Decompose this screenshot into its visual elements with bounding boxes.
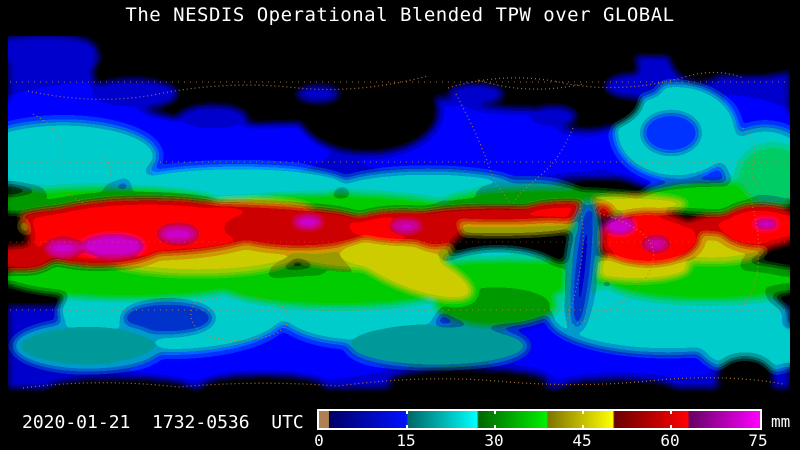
colorbar-tickmark-15-top xyxy=(406,411,408,414)
colorbar-tick-label-75: 75 xyxy=(748,431,768,450)
colorbar-tickmark-15-bottom xyxy=(406,425,408,428)
tpw-global-map xyxy=(8,36,790,400)
colorbar-tickmark-30-bottom xyxy=(494,425,496,428)
colorbar-tick-label-45: 45 xyxy=(572,431,592,450)
colorbar-tick-label-30: 30 xyxy=(484,431,504,450)
latitude-gridlines xyxy=(10,81,788,311)
colorbar-tickmark-45-bottom xyxy=(582,425,584,428)
colorbar-tickmark-45-top xyxy=(582,411,584,414)
tpw-field xyxy=(8,36,790,400)
colorbar-tickmark-30-top xyxy=(494,411,496,414)
colorbar-gradient xyxy=(319,411,760,428)
timestamp-label: 2020-01-21 1732-0536 UTC xyxy=(22,412,304,433)
tpw-map-svg xyxy=(8,36,790,400)
colorbar-tick-label-0: 0 xyxy=(314,431,324,450)
colorbar-tick-label-15: 15 xyxy=(396,431,416,450)
colorbar-tickmark-60-bottom xyxy=(670,425,672,428)
coastline-dots xyxy=(22,71,784,389)
page-title: The NESDIS Operational Blended TPW over … xyxy=(125,4,675,26)
colorbar-tick-label-60: 60 xyxy=(660,431,680,450)
colorbar-unit-label: mm xyxy=(771,412,791,431)
tpw-colorbar xyxy=(317,409,762,430)
colorbar-tickmark-60-top xyxy=(670,411,672,414)
